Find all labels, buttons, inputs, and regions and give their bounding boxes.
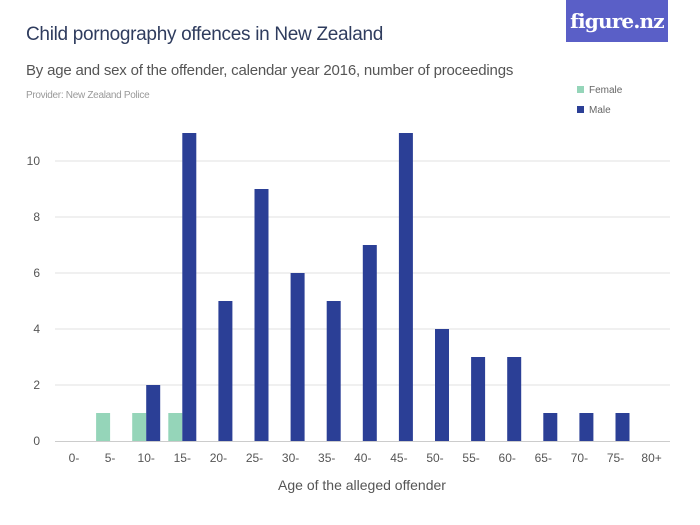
subtitle: By age and sex of the offender, calendar… xyxy=(26,62,514,79)
y-tick-label: 8 xyxy=(33,210,40,224)
bar-male-75- xyxy=(615,413,630,441)
bar-male-65- xyxy=(543,413,558,441)
x-tick-label: 0- xyxy=(69,451,80,465)
x-tick-label: 30- xyxy=(282,451,299,465)
x-tick-label: 5- xyxy=(105,451,116,465)
y-tick-label: 0 xyxy=(33,434,40,448)
figure-nz-logo[interactable]: figure.nz xyxy=(566,0,668,42)
bar-female-15- xyxy=(168,413,183,441)
provider: Provider: New Zealand Police xyxy=(26,90,150,101)
legend-swatch-female xyxy=(577,86,584,93)
page-title: Child pornography offences in New Zealan… xyxy=(26,24,384,45)
x-tick-label: 65- xyxy=(535,451,552,465)
bar-male-55- xyxy=(471,357,486,441)
y-tick-label: 6 xyxy=(33,266,40,280)
bar-male-70- xyxy=(579,413,594,441)
bar-male-20- xyxy=(218,301,233,441)
x-tick-label: 60- xyxy=(499,451,516,465)
y-tick-label: 10 xyxy=(27,154,41,168)
x-tick-label: 35- xyxy=(318,451,335,465)
bar-male-35- xyxy=(326,301,341,441)
bar-male-45- xyxy=(398,133,413,441)
x-tick-label: 25- xyxy=(246,451,263,465)
legend-label-male: Male xyxy=(589,105,611,116)
bar-male-10- xyxy=(146,385,161,441)
x-axis-label: Age of the alleged offender xyxy=(278,477,446,493)
x-tick-label: 55- xyxy=(462,451,479,465)
x-tick-label: 40- xyxy=(354,451,371,465)
x-tick-label: 15- xyxy=(174,451,191,465)
bar-male-40- xyxy=(362,245,377,441)
legend-label-female: Female xyxy=(589,85,623,96)
bar-female-5- xyxy=(96,413,111,441)
legend-swatch-male xyxy=(577,106,584,113)
x-tick-label: 50- xyxy=(426,451,443,465)
bar-male-25- xyxy=(254,189,269,441)
x-tick-label: 70- xyxy=(571,451,588,465)
bar-male-60- xyxy=(507,357,522,441)
x-tick-label: 80+ xyxy=(641,451,661,465)
bar-female-10- xyxy=(132,413,147,441)
y-tick-label: 4 xyxy=(33,322,40,336)
bar-male-50- xyxy=(435,329,449,441)
bar-male-30- xyxy=(290,273,305,441)
y-tick-label: 2 xyxy=(33,378,40,392)
x-tick-label: 45- xyxy=(390,451,407,465)
bar-male-15- xyxy=(182,133,197,441)
x-tick-label: 10- xyxy=(138,451,155,465)
x-tick-label: 75- xyxy=(607,451,624,465)
x-tick-label: 20- xyxy=(210,451,227,465)
